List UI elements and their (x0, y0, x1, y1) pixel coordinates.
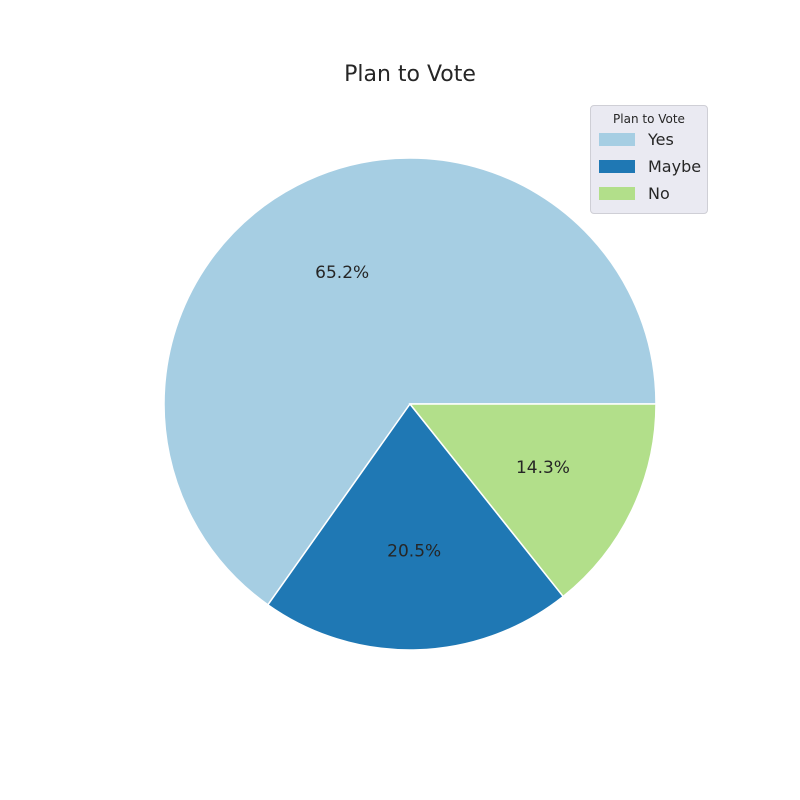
pie-slice-maybe (266, 402, 565, 651)
chart-title: Plan to Vote (344, 62, 476, 87)
legend-item-yes: Yes (599, 126, 707, 153)
legend-swatch-yes (599, 133, 635, 146)
pie-slice-yes (163, 157, 657, 606)
legend-item-maybe: Maybe (599, 153, 707, 180)
legend: Plan to Vote Yes Maybe No (590, 105, 708, 214)
legend-label-yes: Yes (648, 130, 674, 149)
legend-item-no: No (599, 180, 707, 207)
legend-label-maybe: Maybe (648, 157, 702, 176)
legend-label-no: No (648, 184, 670, 203)
legend-swatch-maybe (599, 160, 635, 173)
pie-slice-no (408, 403, 657, 598)
legend-swatch-no (599, 187, 635, 200)
pie-label-yes: 65.2% (315, 263, 369, 283)
legend-title: Plan to Vote (613, 112, 685, 126)
pie-label-no: 14.3% (516, 458, 570, 478)
pie-label-maybe: 20.5% (387, 542, 441, 562)
